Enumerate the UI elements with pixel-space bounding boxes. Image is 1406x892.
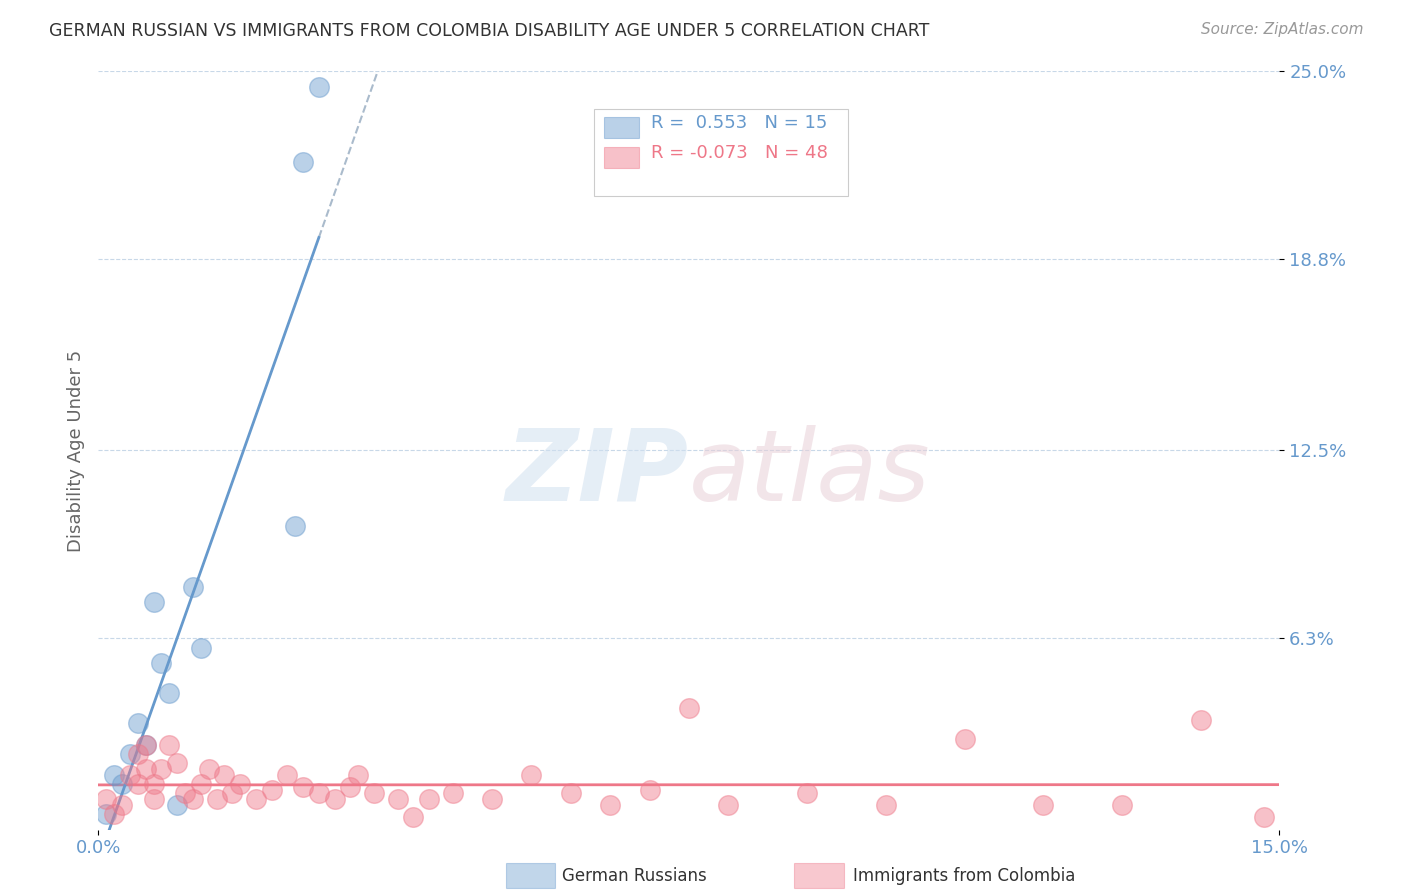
Point xyxy=(96,792,118,806)
Point xyxy=(174,786,197,800)
Point xyxy=(292,155,315,169)
Point xyxy=(166,798,188,813)
Point xyxy=(135,738,157,752)
Text: R =  0.553   N = 15: R = 0.553 N = 15 xyxy=(651,114,828,132)
Point xyxy=(560,786,582,800)
Point xyxy=(157,738,180,752)
Point xyxy=(308,786,330,800)
Text: Source: ZipAtlas.com: Source: ZipAtlas.com xyxy=(1201,22,1364,37)
Text: German Russians: German Russians xyxy=(562,867,707,885)
Point xyxy=(142,777,165,791)
Point xyxy=(481,792,503,806)
Point xyxy=(363,786,385,800)
Text: Immigrants from Colombia: Immigrants from Colombia xyxy=(853,867,1076,885)
Point xyxy=(284,519,307,533)
Point xyxy=(292,780,315,794)
Point xyxy=(953,731,976,746)
Point xyxy=(229,777,252,791)
Point xyxy=(197,762,219,776)
Point xyxy=(135,738,157,752)
Point xyxy=(796,786,818,800)
Point xyxy=(347,768,370,782)
Point xyxy=(118,768,141,782)
Point xyxy=(118,747,141,761)
Point xyxy=(875,798,897,813)
Point xyxy=(308,79,330,94)
Text: R = -0.073   N = 48: R = -0.073 N = 48 xyxy=(651,145,828,162)
Point xyxy=(678,701,700,715)
Point xyxy=(150,656,173,670)
Y-axis label: Disability Age Under 5: Disability Age Under 5 xyxy=(66,350,84,551)
Point xyxy=(402,810,425,824)
Point xyxy=(103,807,125,822)
Point xyxy=(205,792,228,806)
Point xyxy=(638,783,661,797)
Point xyxy=(245,792,267,806)
FancyBboxPatch shape xyxy=(605,117,640,138)
Point xyxy=(323,792,346,806)
Point xyxy=(135,762,157,776)
Point xyxy=(127,777,149,791)
Point xyxy=(96,807,118,822)
Point xyxy=(190,640,212,655)
Point xyxy=(387,792,409,806)
Point xyxy=(1253,810,1275,824)
Point xyxy=(520,768,543,782)
Point xyxy=(441,786,464,800)
Point xyxy=(166,756,188,770)
Point xyxy=(1032,798,1054,813)
Point xyxy=(103,768,125,782)
Point xyxy=(1189,714,1212,728)
Point xyxy=(717,798,740,813)
Point xyxy=(111,798,134,813)
Point xyxy=(599,798,621,813)
Point xyxy=(190,777,212,791)
Point xyxy=(157,686,180,700)
Point xyxy=(111,777,134,791)
Text: GERMAN RUSSIAN VS IMMIGRANTS FROM COLOMBIA DISABILITY AGE UNDER 5 CORRELATION CH: GERMAN RUSSIAN VS IMMIGRANTS FROM COLOMB… xyxy=(49,22,929,40)
Point xyxy=(214,768,236,782)
Point xyxy=(127,747,149,761)
Point xyxy=(418,792,440,806)
FancyBboxPatch shape xyxy=(605,147,640,169)
Point xyxy=(339,780,361,794)
Text: atlas: atlas xyxy=(689,425,931,522)
Point xyxy=(127,716,149,731)
FancyBboxPatch shape xyxy=(595,110,848,196)
Point xyxy=(150,762,173,776)
Point xyxy=(260,783,283,797)
Point xyxy=(181,580,204,594)
Point xyxy=(1111,798,1133,813)
Point xyxy=(142,595,165,609)
Text: ZIP: ZIP xyxy=(506,425,689,522)
Point xyxy=(142,792,165,806)
Point xyxy=(221,786,243,800)
Point xyxy=(276,768,298,782)
Point xyxy=(181,792,204,806)
